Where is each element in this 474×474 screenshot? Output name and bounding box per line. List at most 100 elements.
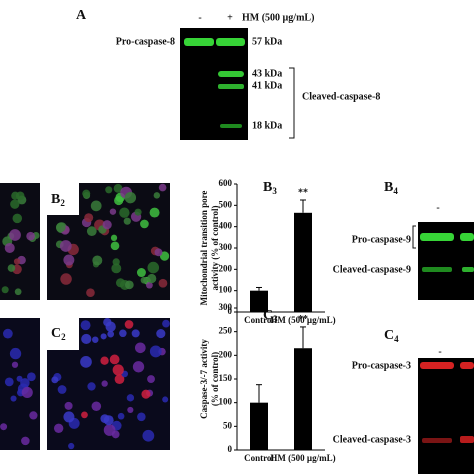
cell: [21, 436, 30, 446]
cell: [134, 208, 142, 216]
cell: [119, 207, 130, 218]
y-tick-label: 50: [223, 420, 233, 430]
subscript: 2: [60, 198, 65, 208]
cell: [132, 361, 145, 373]
band: [218, 71, 244, 77]
cell: [140, 219, 149, 229]
bracket: [412, 225, 416, 249]
cell: [102, 220, 112, 230]
cell: [9, 229, 21, 241]
cell: [111, 263, 122, 274]
cell: [114, 374, 125, 385]
cell: [86, 226, 97, 237]
cell: [86, 288, 95, 298]
band: [460, 362, 474, 369]
cell: [4, 242, 15, 253]
micrographs: [0, 183, 170, 450]
y-tick-label: 0: [228, 306, 233, 316]
x-tick-label: HM (500 µg/mL): [270, 453, 335, 463]
cell: [11, 361, 19, 368]
subscript: 4: [394, 334, 399, 344]
cell: [60, 273, 72, 285]
y-axis-label: Mitochondrial transition pore: [199, 191, 209, 306]
cell: [105, 186, 113, 194]
x-tick-label: Control: [244, 453, 274, 463]
cell: [90, 200, 102, 212]
cell: [110, 234, 118, 241]
y-tick-label: 100: [219, 285, 233, 295]
lane-label: -: [436, 202, 439, 213]
annotation: **: [298, 314, 308, 325]
marker-label: 18 kDa: [252, 120, 282, 131]
y-tick-label: 150: [219, 373, 233, 383]
subscript: 4: [393, 186, 398, 196]
y-axis-label: activity (% of control): [210, 205, 220, 290]
lane-label: -: [198, 12, 201, 23]
cell: [29, 411, 38, 420]
cell: [117, 412, 125, 420]
cell: [146, 281, 153, 289]
cell: [81, 411, 88, 419]
cell: [109, 354, 120, 365]
y-tick-label: 200: [219, 263, 233, 273]
cell: [80, 320, 91, 331]
y-tick-label: 0: [228, 444, 233, 454]
cell: [158, 278, 168, 288]
cell: [162, 396, 169, 403]
cell: [159, 251, 170, 261]
panel-label: B3: [263, 180, 277, 196]
y-tick-label: 200: [219, 349, 233, 359]
cell: [105, 321, 116, 332]
cell: [0, 423, 8, 431]
cell: [53, 423, 64, 433]
cell: [158, 183, 167, 192]
treatment-label: HM (500 µg/mL): [242, 12, 314, 23]
cell: [80, 355, 92, 368]
cell: [11, 191, 20, 200]
cell: [131, 329, 140, 338]
cell: [153, 192, 161, 199]
cell: [147, 375, 155, 383]
cell: [63, 411, 75, 423]
cell: [21, 386, 33, 399]
cell: [154, 248, 163, 257]
cell: [103, 424, 116, 436]
y-axis-label: Caspase-3/-7 activity: [199, 339, 209, 419]
cell: [141, 389, 151, 399]
x-tick-label: Control: [244, 315, 274, 325]
band: [460, 233, 474, 241]
band: [218, 84, 244, 89]
marker-label: 43 kDa: [252, 68, 282, 79]
marker-label: 57 kDa: [252, 36, 282, 47]
band-label: Cleaved-caspase-8: [302, 91, 380, 102]
cell: [87, 382, 96, 391]
band: [220, 124, 242, 128]
cell: [147, 273, 157, 284]
subscript: 2: [61, 332, 66, 342]
band: [462, 267, 474, 272]
cell: [9, 347, 22, 360]
y-tick-label: 600: [219, 178, 233, 188]
cell: [51, 376, 59, 384]
band: [216, 38, 245, 46]
cell: [91, 401, 102, 412]
letter: C: [384, 328, 394, 343]
cell: [3, 328, 13, 339]
cell: [7, 264, 16, 272]
cell: [103, 415, 114, 426]
cell: [27, 372, 36, 382]
cell: [112, 364, 124, 376]
lane-label: +: [227, 12, 233, 23]
cell: [123, 217, 131, 225]
cell: [109, 208, 117, 215]
lane-label: -: [438, 346, 441, 357]
cell: [142, 429, 155, 442]
y-tick-label: 400: [219, 221, 233, 231]
cell: [124, 191, 137, 204]
cell: [124, 320, 134, 329]
cell: [149, 207, 160, 218]
band: [184, 38, 214, 46]
panel-label: C4: [384, 328, 399, 344]
cell: [16, 375, 23, 382]
cell: [55, 222, 66, 233]
